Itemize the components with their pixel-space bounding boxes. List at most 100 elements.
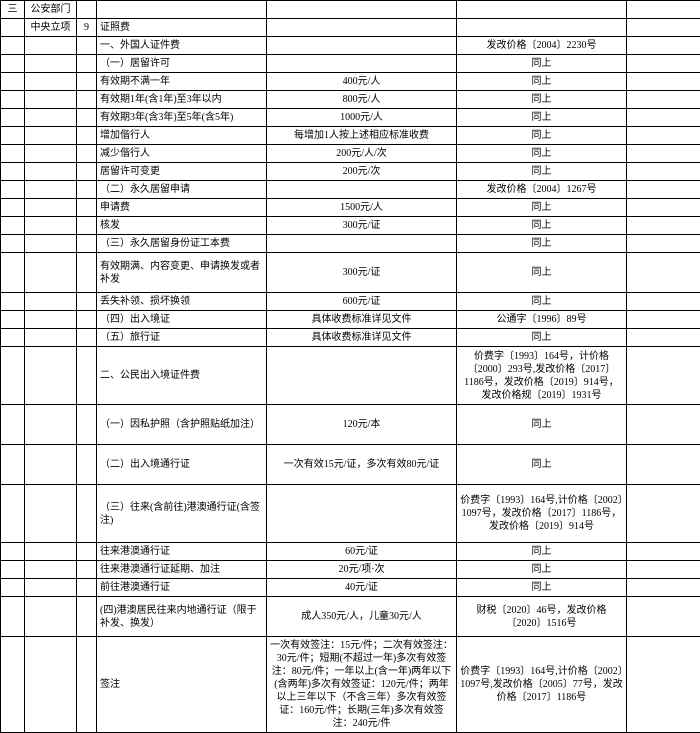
cell-c1: [1, 109, 25, 127]
cell-c7: [627, 293, 700, 311]
cell-c1: [1, 597, 25, 637]
cell-c2: [25, 109, 77, 127]
cell-c3: [77, 37, 97, 55]
cell-c3: [77, 145, 97, 163]
table-row: (四)港澳居民往来内地通行证（限于补发、换发）成人350元/人，儿童30元/人财…: [1, 597, 700, 637]
cell-c3: [77, 405, 97, 445]
cell-c1: [1, 37, 25, 55]
cell-c2: [25, 347, 77, 405]
cell-c1: [1, 91, 25, 109]
cell-c4: [97, 1, 267, 19]
cell-c2: [25, 181, 77, 199]
cell-c2: [25, 55, 77, 73]
cell-c2: [25, 127, 77, 145]
cell-c2: 公安部门: [25, 1, 77, 19]
cell-c5: [267, 485, 457, 543]
cell-c5: 60元/证: [267, 543, 457, 561]
cell-c4: （四）出入境证: [97, 311, 267, 329]
cell-c4: 有效期1年(含1年)至3年以内: [97, 91, 267, 109]
cell-c4: 丢失补领、损坏换领: [97, 293, 267, 311]
cell-c4: 一、外国人证件费: [97, 37, 267, 55]
cell-c6: 同上: [457, 73, 627, 91]
cell-c3: [77, 329, 97, 347]
cell-c2: 中央立项: [25, 19, 77, 37]
cell-c1: [1, 329, 25, 347]
cell-c3: [77, 73, 97, 91]
cell-c4: 有效期不满一年: [97, 73, 267, 91]
cell-c7: [627, 579, 700, 597]
table-row: 前往港澳通行证40元/证同上: [1, 579, 700, 597]
cell-c5: 300元/证: [267, 217, 457, 235]
cell-c5: 成人350元/人，儿童30元/人: [267, 597, 457, 637]
cell-c7: [627, 405, 700, 445]
cell-c6: 同上: [457, 293, 627, 311]
cell-c7: [627, 597, 700, 637]
cell-c3: [77, 109, 97, 127]
cell-c1: [1, 347, 25, 405]
cell-c2: [25, 37, 77, 55]
cell-c6: 同上: [457, 217, 627, 235]
table-row: 签注一次有效签注：15元/件；二次有效签注：30元/件；短期(不超过一年)多次有…: [1, 637, 700, 733]
cell-c4: （五）旅行证: [97, 329, 267, 347]
cell-c1: [1, 163, 25, 181]
cell-c1: [1, 145, 25, 163]
cell-c4: （三）永久居留身份证工本费: [97, 235, 267, 253]
cell-c7: [627, 145, 700, 163]
cell-c6: 同上: [457, 163, 627, 181]
cell-c7: [627, 37, 700, 55]
cell-c6: 同上: [457, 127, 627, 145]
table-row: （三）往来(含前往)港澳通行证(含签注) 价费字〔1993〕164号,计价格〔20…: [1, 485, 700, 543]
cell-c3: [77, 127, 97, 145]
cell-c7: [627, 199, 700, 217]
cell-c2: [25, 445, 77, 485]
cell-c6: 公通字〔1996〕89号: [457, 311, 627, 329]
cell-c5: [267, 37, 457, 55]
cell-c3: [77, 199, 97, 217]
cell-c4: 减少偕行人: [97, 145, 267, 163]
cell-c6: 同上: [457, 579, 627, 597]
cell-c2: [25, 597, 77, 637]
cell-c7: [627, 445, 700, 485]
cell-c3: [77, 253, 97, 293]
cell-c5: [267, 55, 457, 73]
cell-c1: [1, 561, 25, 579]
cell-c6: 同上: [457, 235, 627, 253]
table-row: （二）出入境通行证一次有效15元/证，多次有效80元/证同上: [1, 445, 700, 485]
cell-c1: [1, 217, 25, 235]
cell-c6: 财税〔2020〕46号，发改价格〔2020〕1516号: [457, 597, 627, 637]
cell-c6: 价费字〔1993〕164号,计价格〔2002〕1097号，发改价格〔2017〕1…: [457, 485, 627, 543]
cell-c4: 申请费: [97, 199, 267, 217]
cell-c6: 同上: [457, 445, 627, 485]
cell-c6: [457, 1, 627, 19]
cell-c7: [627, 253, 700, 293]
cell-c5: [267, 19, 457, 37]
cell-c4: （三）往来(含前往)港澳通行证(含签注): [97, 485, 267, 543]
cell-c5: 120元/本: [267, 405, 457, 445]
cell-c6: 同上: [457, 91, 627, 109]
cell-c6: 发改价格〔2004〕2230号: [457, 37, 627, 55]
cell-c1: 三: [1, 1, 25, 19]
cell-c7: [627, 91, 700, 109]
cell-c1: [1, 55, 25, 73]
cell-c5: 600元/证: [267, 293, 457, 311]
cell-c7: [627, 485, 700, 543]
table-row: 有效期不满一年400元/人同上: [1, 73, 700, 91]
cell-c5: 1000元/人: [267, 109, 457, 127]
table-row: 往来港澳通行证延期、加注20元/项·次同上: [1, 561, 700, 579]
cell-c3: [77, 217, 97, 235]
cell-c3: [77, 347, 97, 405]
cell-c4: 二、公民出入境证件费: [97, 347, 267, 405]
table-row: 有效期1年(含1年)至3年以内800元/人同上: [1, 91, 700, 109]
cell-c4: （二）出入境通行证: [97, 445, 267, 485]
table-row: 二、公民出入境证件费价费字〔1993〕164号，计价格〔2000〕293号,发改…: [1, 347, 700, 405]
table-row: 一、外国人证件费 发改价格〔2004〕2230号: [1, 37, 700, 55]
cell-c3: [77, 163, 97, 181]
cell-c5: [267, 181, 457, 199]
cell-c4: 核发: [97, 217, 267, 235]
cell-c3: [77, 597, 97, 637]
cell-c2: [25, 235, 77, 253]
cell-c2: [25, 405, 77, 445]
cell-c1: [1, 405, 25, 445]
cell-c5: 具体收费标准详见文件: [267, 329, 457, 347]
cell-c5: [267, 235, 457, 253]
